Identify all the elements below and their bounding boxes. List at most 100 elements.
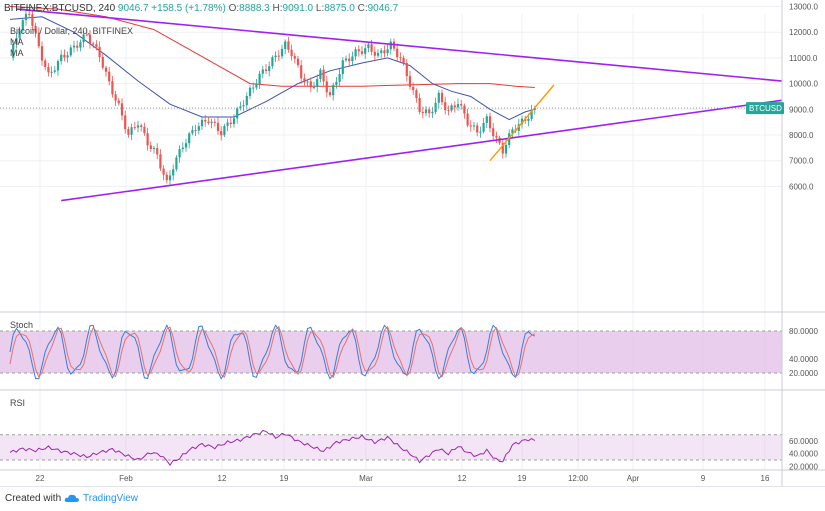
low-value: 8875.0 (324, 3, 355, 14)
candle-body (159, 154, 162, 169)
candle-body (322, 69, 325, 82)
grid-lines (0, 6, 782, 470)
candle-body (399, 57, 402, 59)
candle-body (418, 97, 421, 112)
last-price-value: 9046.7 (117, 3, 149, 14)
candle-body (162, 168, 165, 175)
time-tick-label: Feb (119, 474, 133, 483)
candle-body (466, 113, 469, 126)
high-label: H: (272, 3, 283, 14)
time-axis[interactable]: 22 Feb 12 19 Mar 12 19 12:00 Apr 9 16 (0, 469, 825, 483)
candle-body (24, 13, 28, 21)
candle-body (389, 41, 392, 50)
candle-body (428, 109, 431, 114)
candle-body (402, 57, 405, 63)
candle-body (504, 144, 508, 154)
candle-body (188, 133, 191, 144)
candle-body (309, 81, 312, 88)
rsi-tick-label: 40.0000 (789, 450, 818, 459)
candle-body (472, 125, 476, 127)
change-value: +158.5 (+1.78%) (151, 3, 226, 14)
candle-body (194, 130, 197, 132)
candle-body (300, 65, 303, 79)
candle-body (316, 79, 319, 88)
candle-body (220, 131, 223, 136)
candles (12, 8, 536, 185)
candle-body (104, 67, 108, 72)
candle-body (120, 103, 124, 116)
price-axis[interactable]: 6000.0 7000.0 8000.0 9000.0 10000.0 11000.0 12… (781, 0, 818, 486)
price-tick-label: 7000.0 (789, 157, 814, 166)
candle-body (229, 122, 232, 125)
upper-trendline (16, 8, 783, 82)
stoch-tick-label: 20.0000 (789, 369, 818, 378)
candle-body (146, 133, 149, 146)
candle-body (127, 129, 130, 135)
candle-body (204, 119, 207, 122)
candle-body (373, 51, 376, 56)
candle-body (348, 58, 351, 62)
stoch-d-line (9, 325, 536, 379)
candle-body (207, 121, 210, 124)
candle-body (216, 122, 220, 132)
candle-body (303, 78, 306, 83)
candle-body (293, 56, 296, 59)
candle-body (328, 92, 332, 96)
candle-body (21, 20, 24, 31)
candle-body (101, 56, 104, 68)
candle-body (165, 174, 168, 181)
candle-body (111, 81, 114, 95)
tradingview-brand[interactable]: TradingView (83, 493, 139, 504)
candle-body (447, 110, 450, 112)
candle-body (60, 54, 63, 62)
price-tick-label: 8000.0 (789, 131, 814, 140)
time-tick-label: Apr (627, 474, 640, 483)
price-tick-label: 6000.0 (789, 182, 814, 191)
candle-body (415, 90, 418, 98)
candle-body (261, 69, 264, 74)
candle-body (338, 74, 341, 82)
candle-body (495, 136, 498, 138)
candle-body (245, 95, 248, 106)
candle-body (12, 44, 15, 58)
candle-body (156, 148, 159, 155)
low-label: L: (315, 3, 325, 14)
price-tick-label: 11000.0 (789, 54, 818, 63)
candle-body (98, 46, 101, 57)
candle-body (223, 125, 226, 136)
candle-body (85, 34, 88, 36)
candle-body (482, 122, 485, 132)
candle-body (255, 84, 258, 88)
channel-line (489, 84, 555, 162)
stoch-band (0, 331, 782, 373)
footer-bar: Created with TradingView (0, 486, 825, 511)
close-label: C: (357, 3, 368, 14)
candle-body (456, 104, 460, 108)
candle-body (79, 42, 82, 48)
ma-legend-2[interactable]: MA (10, 48, 24, 58)
ma-legend-1[interactable]: MA (10, 37, 24, 47)
time-tick-label: 19 (280, 474, 289, 483)
candle-body (360, 51, 364, 54)
candle-body (479, 131, 482, 133)
price-tick-label: 12000.0 (789, 28, 818, 37)
candle-body (66, 55, 69, 58)
candle-body (140, 125, 143, 128)
created-with-label: Created with (5, 493, 62, 504)
candle-body (274, 55, 277, 58)
stoch-tick-label: 40.0000 (789, 355, 818, 364)
candle-body (34, 25, 37, 33)
candle-body (114, 94, 117, 101)
candle-body (191, 130, 194, 134)
last-price-tag: BTCUSD (746, 102, 784, 115)
candle-body (508, 133, 511, 145)
stoch-title[interactable]: Stoch (10, 320, 34, 330)
candle-body (488, 116, 492, 129)
rsi-title[interactable]: RSI (10, 398, 26, 408)
candle-body (268, 66, 271, 72)
candle-body (130, 127, 133, 135)
candle-body (37, 32, 40, 47)
candle-body (143, 127, 146, 134)
time-tick-label: 9 (701, 474, 706, 483)
candle-body (72, 45, 76, 48)
